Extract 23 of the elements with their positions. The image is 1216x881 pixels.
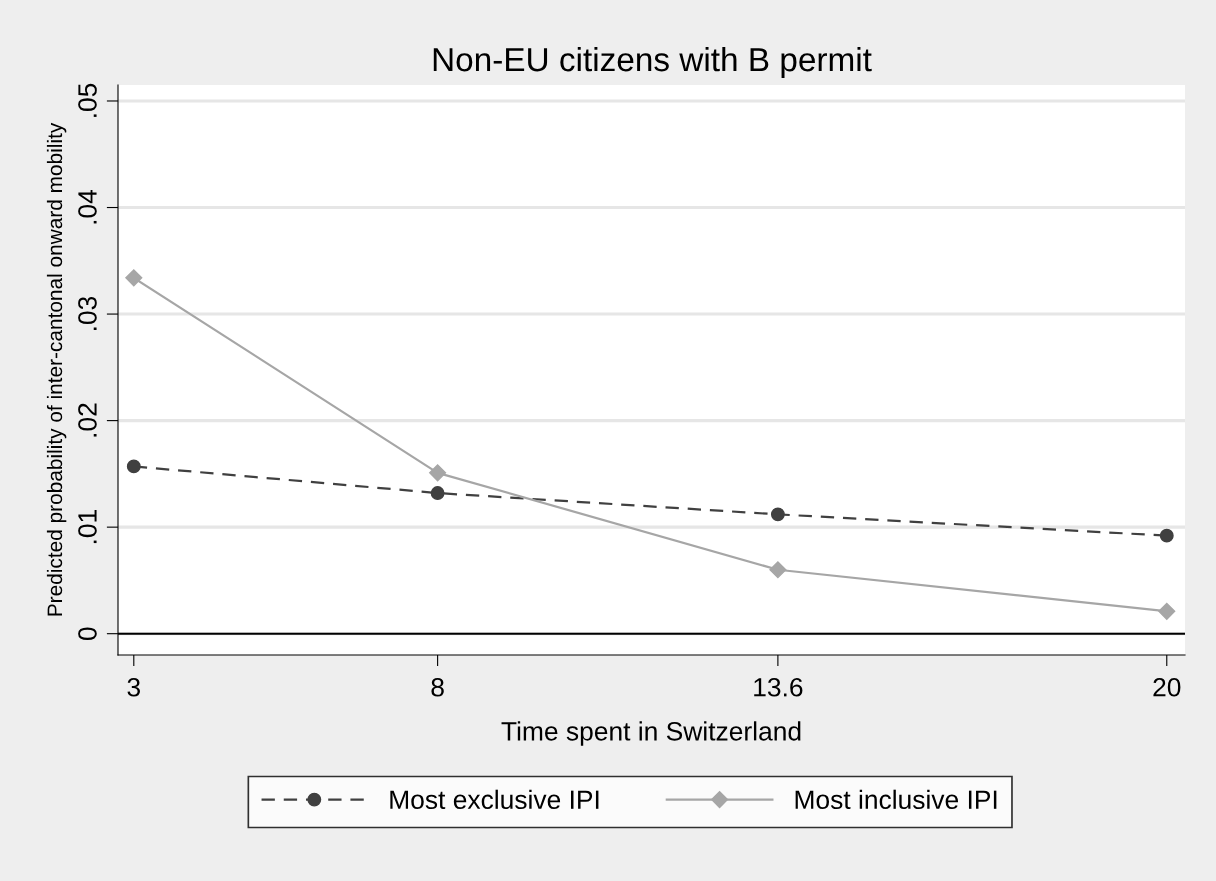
chart-title: Non-EU citizens with B permit	[433, 46, 872, 79]
point	[1159, 528, 1174, 543]
y-tick-label: .05	[78, 83, 97, 117]
point	[126, 459, 141, 474]
y-tick-label: 0	[78, 627, 97, 640]
y-tick-label: .02	[78, 403, 97, 437]
point	[430, 486, 445, 501]
y-axis-title: Predicted probability of inter-cantonal onward mobility	[46, 122, 67, 616]
point	[769, 561, 787, 579]
y-tick-label: .03	[78, 296, 97, 330]
legend-label: Most inclusive IPI	[795, 789, 997, 810]
x-axis-title: Time spent in Switzerland	[501, 721, 801, 746]
legend-label: Most exclusive IPI	[390, 789, 599, 810]
point	[770, 507, 785, 522]
x-tick-label: 20	[1153, 677, 1181, 697]
y-tick-label: .04	[78, 189, 97, 224]
y-tick-label: .01	[78, 510, 97, 544]
point	[125, 269, 143, 287]
x-tick-label: 8	[431, 677, 444, 697]
x-tick-label: 3	[127, 677, 140, 697]
point	[429, 464, 447, 482]
point	[1158, 602, 1176, 620]
x-tick-label: 13.6	[754, 677, 803, 697]
